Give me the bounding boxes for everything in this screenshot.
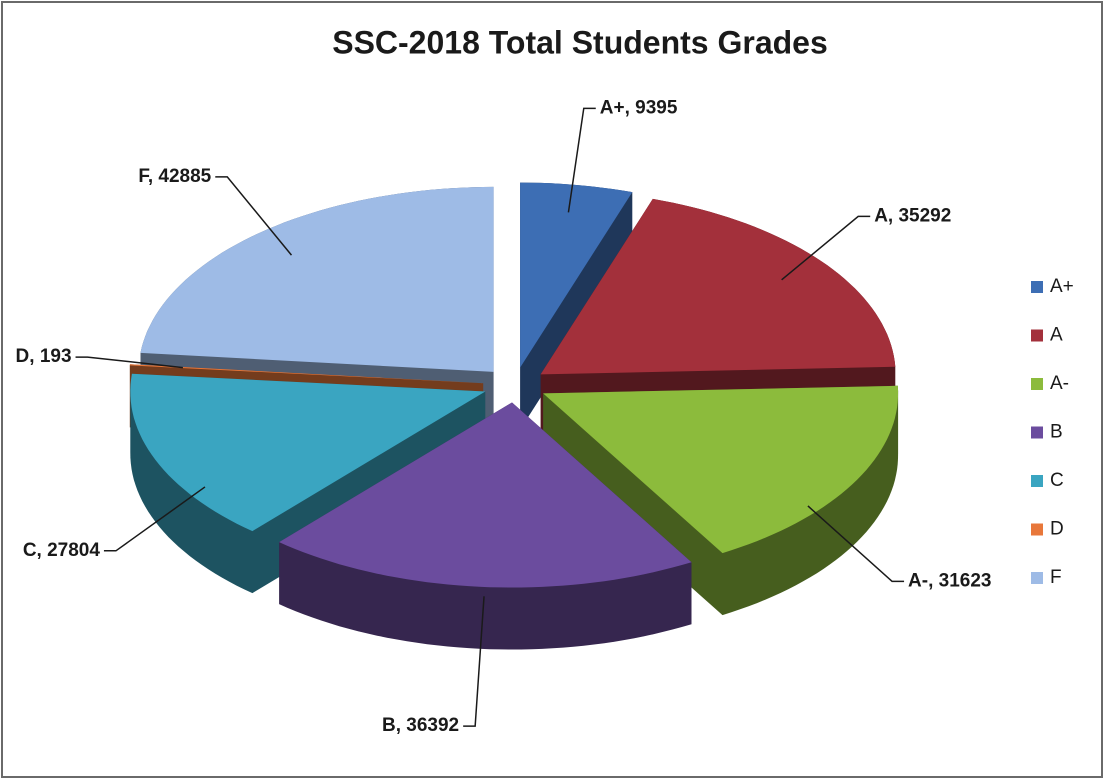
legend-swatch: [1031, 426, 1043, 439]
pie: A+, 9395 A, 35292 A-, 31623 B, 36392 C, 2780…: [16, 97, 992, 736]
slice: [543, 385, 899, 554]
data-label: A, 35292: [874, 205, 951, 226]
data-label: D, 193: [16, 346, 72, 367]
legend: A+ A A- B C D F: [1031, 276, 1074, 588]
legend-swatch: [1031, 475, 1043, 487]
data-label: C, 27804: [23, 540, 101, 561]
slice: [520, 182, 633, 368]
legend-swatch: [1031, 523, 1043, 536]
legend-label: D: [1050, 519, 1064, 540]
data-label: B, 36392: [382, 715, 459, 736]
leader-line: [103, 486, 206, 552]
slice: [140, 186, 494, 372]
leader-line: [463, 596, 485, 727]
leader-line: [567, 107, 596, 213]
slice: [129, 364, 484, 384]
legend-swatch: [1031, 329, 1043, 342]
legend-label: C: [1050, 470, 1064, 491]
leader-line: [75, 356, 183, 369]
slice: [130, 373, 486, 532]
legend-label: F: [1050, 567, 1062, 588]
data-label: F, 42885: [138, 166, 211, 187]
legend-label: A+: [1050, 276, 1074, 297]
data-label: A+, 9395: [600, 97, 678, 118]
legend-label: A: [1050, 325, 1063, 346]
legend-swatch: [1031, 572, 1043, 584]
leader-line: [781, 215, 871, 281]
data-label: A-, 31623: [908, 570, 991, 591]
legend-swatch: [1031, 281, 1043, 293]
slice: [540, 198, 896, 375]
legend-swatch: [1031, 378, 1043, 390]
slice: [279, 402, 692, 588]
leader-line: [807, 505, 905, 583]
leader-line: [215, 176, 293, 256]
legend-label: A-: [1050, 373, 1069, 394]
chart-title: SSC-2018 Total Students Grades: [332, 24, 828, 60]
legend-label: B: [1050, 422, 1063, 443]
